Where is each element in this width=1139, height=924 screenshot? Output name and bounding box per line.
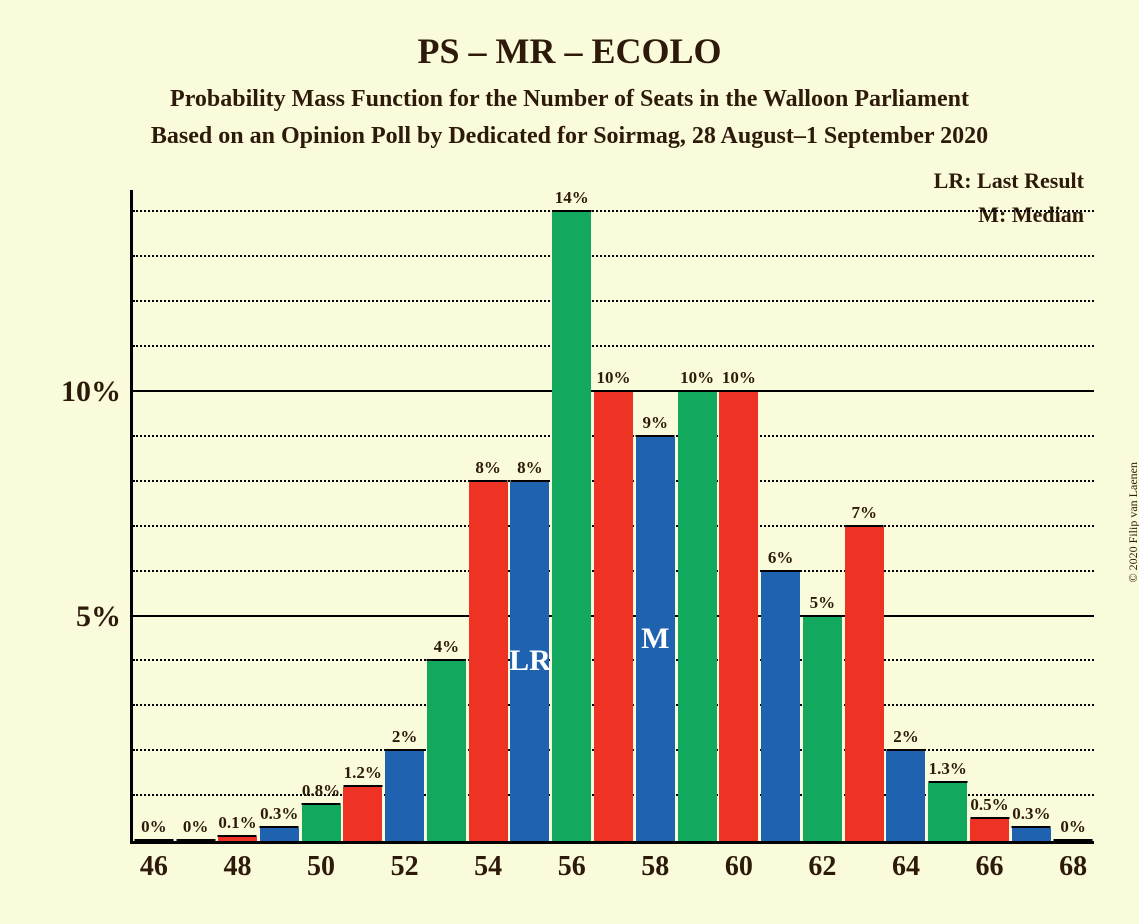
bar: 2% xyxy=(886,751,925,841)
xtick-label: 60 xyxy=(725,851,753,883)
xtick-label: 46 xyxy=(140,851,168,883)
chart-subtitle-1: Probability Mass Function for the Number… xyxy=(40,86,1099,113)
bar: 2% xyxy=(385,751,424,841)
bar-value-label: 4% xyxy=(427,637,466,661)
bar: 0.8% xyxy=(302,805,341,841)
xtick-label: 54 xyxy=(474,851,502,883)
bar-inner-label: LR xyxy=(509,644,551,678)
bar-value-label: 10% xyxy=(594,368,633,392)
bar-value-label: 6% xyxy=(761,548,800,572)
copyright-text: © 2020 Filip van Laenen xyxy=(1126,462,1139,582)
bar: 10% xyxy=(594,392,633,841)
bar-value-label: 0% xyxy=(1054,817,1093,841)
bar-value-label: 0% xyxy=(134,817,173,841)
bar-value-label: 10% xyxy=(678,368,717,392)
chart-container: PS – MR – ECOLO Probability Mass Functio… xyxy=(0,0,1139,924)
plot-area: 5%10%0%0%0.1%0.3%0.8%1.2%2%4%8%8%LR14%10… xyxy=(130,190,1094,844)
xtick-label: 56 xyxy=(558,851,586,883)
grid-minor xyxy=(133,345,1094,347)
xtick-label: 68 xyxy=(1059,851,1087,883)
bar-value-label: 0.3% xyxy=(260,804,299,828)
xtick-label: 64 xyxy=(892,851,920,883)
bar-value-label: 1.3% xyxy=(928,759,967,783)
bar: 8% xyxy=(469,482,508,841)
bar: 0.3% xyxy=(260,828,299,841)
bar-value-label: 8% xyxy=(469,458,508,482)
bar-inner-label: M xyxy=(641,622,669,656)
bar: 10% xyxy=(678,392,717,841)
ytick-label: 10% xyxy=(61,375,121,409)
ytick-label: 5% xyxy=(76,600,121,634)
bar: 5% xyxy=(803,617,842,841)
bar: 0.3% xyxy=(1012,828,1051,841)
xtick-label: 50 xyxy=(307,851,335,883)
chart-area: 5%10%0%0%0.1%0.3%0.8%1.2%2%4%8%8%LR14%10… xyxy=(130,190,1094,844)
bar: 0.5% xyxy=(970,819,1009,841)
xtick-label: 58 xyxy=(641,851,669,883)
xtick-label: 62 xyxy=(808,851,836,883)
bar-value-label: 0% xyxy=(176,817,215,841)
bar: 9%M xyxy=(636,437,675,841)
bar-value-label: 5% xyxy=(803,593,842,617)
bar: 1.3% xyxy=(928,783,967,841)
xtick-label: 52 xyxy=(391,851,419,883)
bar: 7% xyxy=(845,527,884,841)
bar-value-label: 0.8% xyxy=(302,781,341,805)
bar: 4% xyxy=(427,661,466,841)
bar-value-label: 2% xyxy=(886,727,925,751)
bar-value-label: 10% xyxy=(719,368,758,392)
bar: 10% xyxy=(719,392,758,841)
bar-value-label: 2% xyxy=(385,727,424,751)
bar: 8%LR xyxy=(510,482,549,841)
bar-value-label: 9% xyxy=(636,413,675,437)
bar-value-label: 7% xyxy=(845,503,884,527)
xtick-label: 48 xyxy=(223,851,251,883)
chart-title: PS – MR – ECOLO xyxy=(40,30,1099,72)
bar: 0.1% xyxy=(218,837,257,841)
bar-value-label: 1.2% xyxy=(343,763,382,787)
bar: 6% xyxy=(761,572,800,841)
bar-value-label: 0.5% xyxy=(970,795,1009,819)
grid-minor xyxy=(133,255,1094,257)
bar-value-label: 0.3% xyxy=(1012,804,1051,828)
chart-subtitle-2: Based on an Opinion Poll by Dedicated fo… xyxy=(40,123,1099,150)
grid-minor xyxy=(133,210,1094,212)
grid-minor xyxy=(133,300,1094,302)
bar-value-label: 8% xyxy=(510,458,549,482)
bar: 14% xyxy=(552,212,591,841)
xtick-label: 66 xyxy=(976,851,1004,883)
bar-value-label: 14% xyxy=(552,188,591,212)
bar-value-label: 0.1% xyxy=(218,813,257,837)
bar: 1.2% xyxy=(343,787,382,841)
